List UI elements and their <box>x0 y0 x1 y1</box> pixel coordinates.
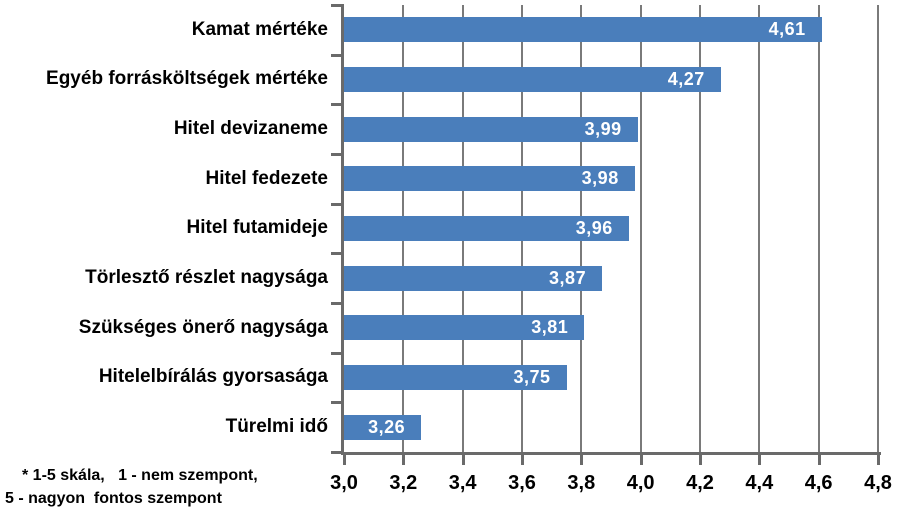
bar-value-label: 3,87 <box>549 267 587 288</box>
y-axis-tick <box>331 53 341 57</box>
y-axis-tick <box>331 153 341 156</box>
x-axis-tick <box>877 455 880 465</box>
bar: 4,27 <box>344 66 721 92</box>
gridline <box>758 5 761 452</box>
bar-row: 3,81 <box>344 303 878 353</box>
bar-value-label: 3,98 <box>581 168 619 189</box>
gridline <box>639 5 642 452</box>
bar-value-label: 3,26 <box>368 416 406 437</box>
category-label: Szükséges önerő nagysága <box>78 316 328 338</box>
y-axis-tick <box>331 4 341 7</box>
y-axis-tick <box>331 202 341 206</box>
y-axis-tick <box>331 451 341 454</box>
bar-row: 3,98 <box>344 154 878 204</box>
bar: 3,81 <box>344 315 585 341</box>
plot-area: 4,61 4,27 3,99 3,98 3,96 3,87 3,81 3,75 3,26 <box>344 5 879 452</box>
y-axis-line <box>341 4 344 455</box>
x-axis-tick-label: 4,2 <box>686 472 714 494</box>
x-axis-tick <box>580 455 584 465</box>
x-axis-tick <box>817 455 821 465</box>
gridline <box>817 5 820 452</box>
x-axis-tick-label: 3,8 <box>567 472 596 494</box>
category-label: Hitel devizaneme <box>173 118 328 140</box>
category-axis-labels: Kamat mértéke Egyéb forrásköltségek mérté… <box>0 5 328 452</box>
footnote: * 1-5 skála, 1 - nem szempont, 5 - nagyo… <box>5 464 258 510</box>
bar-row: 3,75 <box>344 353 878 403</box>
x-axis-tick-label: 3,0 <box>330 472 358 494</box>
x-axis-tick <box>461 455 465 465</box>
category-label: Hitel futamideje <box>186 217 328 239</box>
category-label: Egyéb forrásköltségek mértéke <box>46 68 328 90</box>
gridline <box>699 5 701 452</box>
bar: 3,75 <box>344 364 567 390</box>
bar: 3,87 <box>344 265 603 291</box>
x-axis-tick <box>639 455 643 465</box>
bar-value-label: 4,27 <box>667 68 705 89</box>
category-label: Kamat mértéke <box>191 18 328 40</box>
category-label: Hitel fedezete <box>205 167 328 189</box>
bar-row: 3,26 <box>344 402 878 452</box>
y-axis-tick <box>331 252 341 256</box>
x-axis-tick-label: 3,2 <box>389 472 418 494</box>
x-axis-tick <box>521 455 524 465</box>
bar-value-label: 3,96 <box>575 217 613 238</box>
category-label: Türelmi idő <box>225 416 328 438</box>
bar-row: 3,87 <box>344 253 878 303</box>
y-axis-tick <box>331 103 341 107</box>
category-label: Törlesztő részlet nagysága <box>85 267 328 289</box>
y-axis-tick <box>331 351 341 355</box>
x-axis-tick-label: 3,6 <box>508 472 536 494</box>
bar-value-label: 3,75 <box>513 366 551 387</box>
gridline <box>877 5 879 452</box>
bar: 4,61 <box>344 17 822 43</box>
bar-row: 4,61 <box>344 5 878 55</box>
footnote-line-2: 5 - nagyon fontos szempont <box>5 490 222 507</box>
x-axis-tick-label: 3,4 <box>448 472 477 494</box>
footnote-line-1: * 1-5 skála, 1 - nem szempont, <box>22 467 258 484</box>
x-axis-tick <box>402 455 406 465</box>
bar-value-label: 4,61 <box>768 19 806 40</box>
bar: 3,99 <box>344 116 638 142</box>
bar-value-label: 3,99 <box>584 118 622 139</box>
bar-row: 3,99 <box>344 104 878 154</box>
bar: 3,98 <box>344 166 635 192</box>
bar: 3,96 <box>344 215 629 241</box>
x-axis-tick <box>758 455 762 465</box>
x-axis-tick <box>699 455 702 465</box>
x-axis-line <box>341 452 881 455</box>
category-label: Hitelelbírálás gyorsasága <box>98 366 328 388</box>
x-axis-tick <box>343 455 346 465</box>
x-axis-tick-label: 4,0 <box>626 472 655 494</box>
x-axis-tick-label: 4,6 <box>804 472 833 494</box>
bar: 3,26 <box>344 414 422 440</box>
y-axis-tick <box>331 401 341 405</box>
bar-row: 4,27 <box>344 55 878 105</box>
x-axis-tick-label: 4,4 <box>745 472 774 494</box>
y-axis-tick <box>331 302 341 305</box>
bar-value-label: 3,81 <box>531 317 569 338</box>
x-axis-tick-label: 4,8 <box>864 472 892 494</box>
bar-row: 3,96 <box>344 204 878 254</box>
